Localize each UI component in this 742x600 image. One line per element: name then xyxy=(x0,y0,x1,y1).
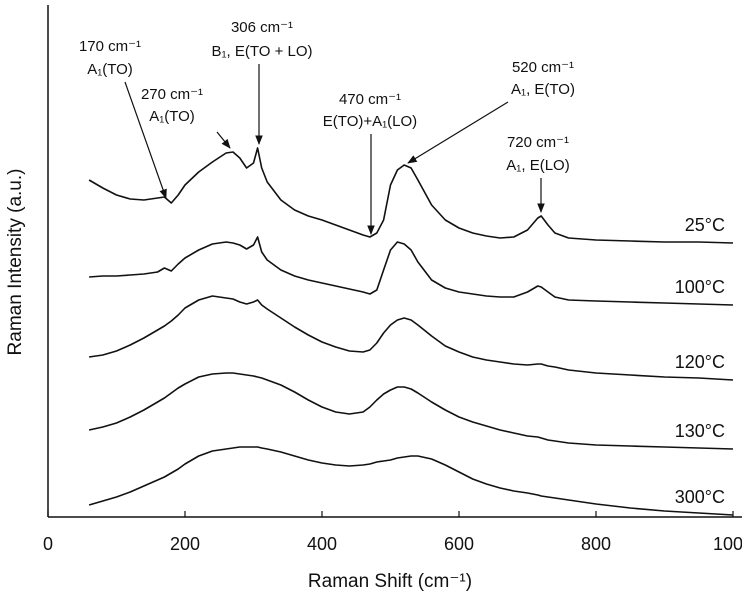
annotation-text: 306 cm⁻¹ xyxy=(231,19,293,36)
series-label: 130°C xyxy=(675,421,725,441)
annotation-text: A₁, E(LO) xyxy=(506,157,569,174)
x-axis-label: Raman Shift (cm⁻¹) xyxy=(308,571,472,592)
spectrum-line xyxy=(88,372,734,450)
annotation-arrow xyxy=(216,131,231,149)
x-tick-label: 400 xyxy=(307,534,337,554)
x-tick-label: 600 xyxy=(444,534,474,554)
annotation-text: 170 cm⁻¹ xyxy=(79,38,141,55)
annotation-text: E(TO)+A₁(LO) xyxy=(323,113,417,130)
annotation-arrow xyxy=(124,81,167,199)
annotation-text: 270 cm⁻¹ xyxy=(141,86,203,103)
annotation-arrow xyxy=(407,101,509,164)
annotation-text: A₁(TO) xyxy=(149,108,195,125)
annotation-text: 520 cm⁻¹ xyxy=(512,59,574,76)
x-tick-label: 800 xyxy=(581,534,611,554)
spectrum-line xyxy=(88,147,734,244)
x-tick-label: 200 xyxy=(170,534,200,554)
spectrum-line xyxy=(89,236,734,306)
annotation-text: 470 cm⁻¹ xyxy=(339,91,401,108)
x-tick-label: 1000 xyxy=(713,534,742,554)
annotation-text: 720 cm⁻¹ xyxy=(507,134,569,151)
series-label: 100°C xyxy=(675,277,725,297)
annotation-text: A₁, E(TO) xyxy=(511,81,575,98)
annotation-text: B₁, E(TO + LO) xyxy=(211,43,312,60)
x-tick-label: 0 xyxy=(43,534,53,554)
series-label: 25°C xyxy=(685,215,725,235)
series-label: 300°C xyxy=(675,487,725,507)
spectrum-line xyxy=(88,295,734,381)
annotation-text: A₁(TO) xyxy=(87,61,133,78)
series-label: 120°C xyxy=(675,352,725,372)
y-axis-label: Raman Intensity (a.u.) xyxy=(5,169,26,356)
spectrum-line xyxy=(88,446,734,516)
